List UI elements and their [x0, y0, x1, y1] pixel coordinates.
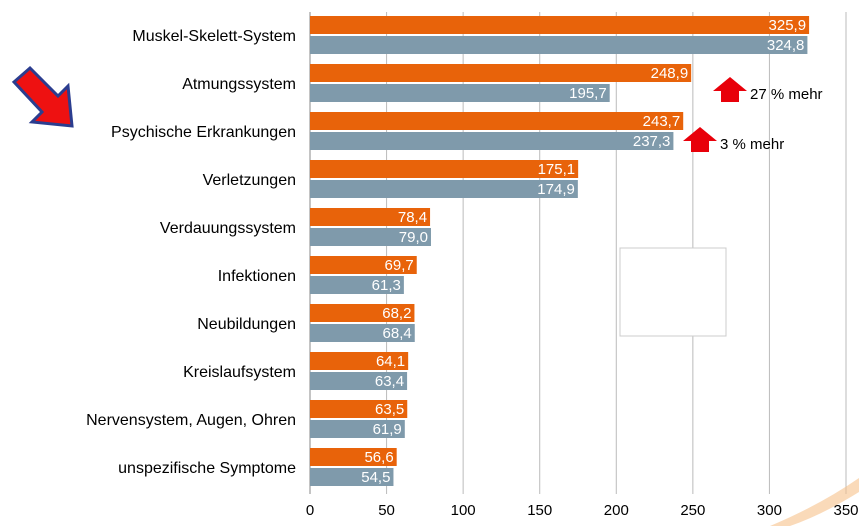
- bar: [310, 400, 408, 418]
- value-label: 64,1: [376, 353, 405, 370]
- x-tick-label: 350: [833, 502, 858, 519]
- value-label: 63,4: [375, 373, 404, 390]
- x-tick-label: 150: [527, 502, 552, 519]
- bar: [310, 16, 810, 34]
- x-tick-label: 0: [306, 502, 314, 519]
- bar: [310, 352, 409, 370]
- annotation-arrow: [713, 77, 747, 102]
- value-label: 325,9: [769, 17, 807, 34]
- x-tick-label: 250: [680, 502, 705, 519]
- bar: [310, 160, 579, 178]
- value-label: 78,4: [398, 209, 427, 226]
- value-label: 324,8: [767, 37, 805, 54]
- x-tick-label: 200: [604, 502, 629, 519]
- bar: [310, 112, 684, 130]
- bar: [310, 256, 417, 274]
- y-tick-label: unspezifische Symptome: [118, 460, 296, 477]
- value-label: 56,6: [364, 449, 393, 466]
- value-label: 243,7: [643, 113, 681, 130]
- y-tick-label: Infektionen: [218, 268, 296, 285]
- y-tick-label: Verdauungssystem: [160, 220, 296, 237]
- decoration: [770, 478, 859, 526]
- value-label: 61,9: [373, 421, 402, 438]
- x-tick-label: 100: [451, 502, 476, 519]
- y-tick-label: Kreislaufsystem: [183, 364, 296, 381]
- value-label: 237,3: [633, 133, 671, 150]
- y-tick-label: Verletzungen: [203, 172, 296, 189]
- value-label: 174,9: [537, 181, 575, 198]
- value-label: 79,0: [399, 229, 428, 246]
- value-label: 68,2: [382, 305, 411, 322]
- y-tick-label: Atmungssystem: [182, 76, 296, 93]
- bar: [310, 36, 808, 54]
- bar: [310, 180, 578, 198]
- annotation: 27 % mehr: [750, 86, 823, 103]
- bar: [310, 304, 415, 322]
- value-label: 175,1: [538, 161, 576, 178]
- bar: [310, 84, 610, 102]
- annotation-arrow: [683, 127, 717, 152]
- y-tick-label: Nervensystem, Augen, Ohren: [86, 412, 296, 429]
- annotation: 3 % mehr: [720, 136, 784, 153]
- bar: [310, 208, 431, 226]
- bar: [310, 276, 404, 294]
- bar: [310, 372, 408, 390]
- y-tick-label: Psychische Erkrankungen: [111, 124, 296, 141]
- y-tick-label: Neubildungen: [197, 316, 296, 333]
- bar: [310, 324, 415, 342]
- bar: [310, 132, 674, 150]
- bar: [310, 468, 394, 486]
- value-label: 68,4: [383, 325, 412, 342]
- value-label: 63,5: [375, 401, 404, 418]
- bar: [310, 448, 397, 466]
- value-label: 248,9: [651, 65, 689, 82]
- legend-box: [619, 247, 727, 337]
- y-tick-label: Muskel-Skelett-System: [132, 28, 296, 45]
- bar: [310, 420, 405, 438]
- bar: [310, 228, 431, 246]
- bar: [310, 64, 692, 82]
- value-label: 61,3: [372, 277, 401, 294]
- value-label: 69,7: [385, 257, 414, 274]
- x-tick-label: 50: [378, 502, 395, 519]
- value-label: 54,5: [361, 469, 390, 486]
- value-label: 195,7: [569, 85, 607, 102]
- pointer-arrow: [11, 65, 74, 128]
- x-tick-label: 300: [757, 502, 782, 519]
